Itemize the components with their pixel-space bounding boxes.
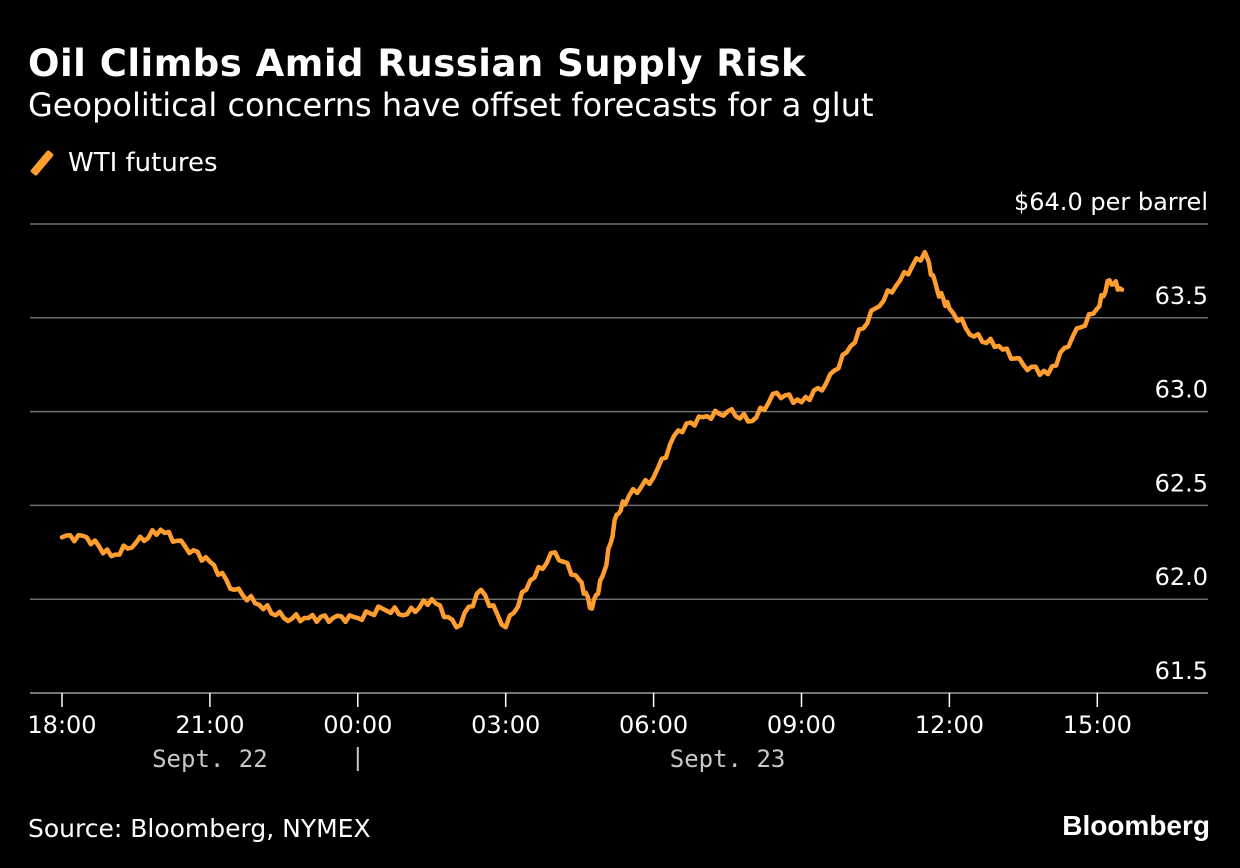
legend-label: WTI futures: [68, 148, 218, 178]
x-tick-label: 09:00: [767, 711, 836, 739]
x-tick-label: 18:00: [27, 711, 96, 739]
y-tick-label: $64.0 per barrel: [1014, 188, 1208, 216]
x-tick-label: 06:00: [619, 711, 688, 739]
bloomberg-logo: Bloomberg: [1062, 810, 1210, 841]
x-tick-label: 03:00: [471, 711, 540, 739]
x-tick-label: 00:00: [323, 711, 392, 739]
legend: WTI futures: [28, 148, 218, 178]
y-tick-label: 63.5: [1155, 282, 1208, 310]
chart-title: Oil Climbs Amid Russian Supply Risk: [28, 42, 807, 85]
y-tick-label: 62.0: [1155, 563, 1208, 591]
date-label: Sept. 22: [152, 745, 268, 773]
x-tick-label: 12:00: [915, 711, 984, 739]
date-label: Sept. 23: [670, 745, 786, 773]
chart-subtitle: Geopolitical concerns have offset foreca…: [28, 86, 874, 124]
y-tick-label: 63.0: [1155, 376, 1208, 404]
y-tick-label: 62.5: [1155, 469, 1208, 497]
wti-futures-line: [59, 249, 1125, 630]
x-tick-label: 15:00: [1063, 711, 1132, 739]
source-note: Source: Bloomberg, NYMEX: [28, 814, 371, 843]
x-tick-label: 21:00: [175, 711, 244, 739]
y-tick-label: 61.5: [1155, 657, 1208, 685]
